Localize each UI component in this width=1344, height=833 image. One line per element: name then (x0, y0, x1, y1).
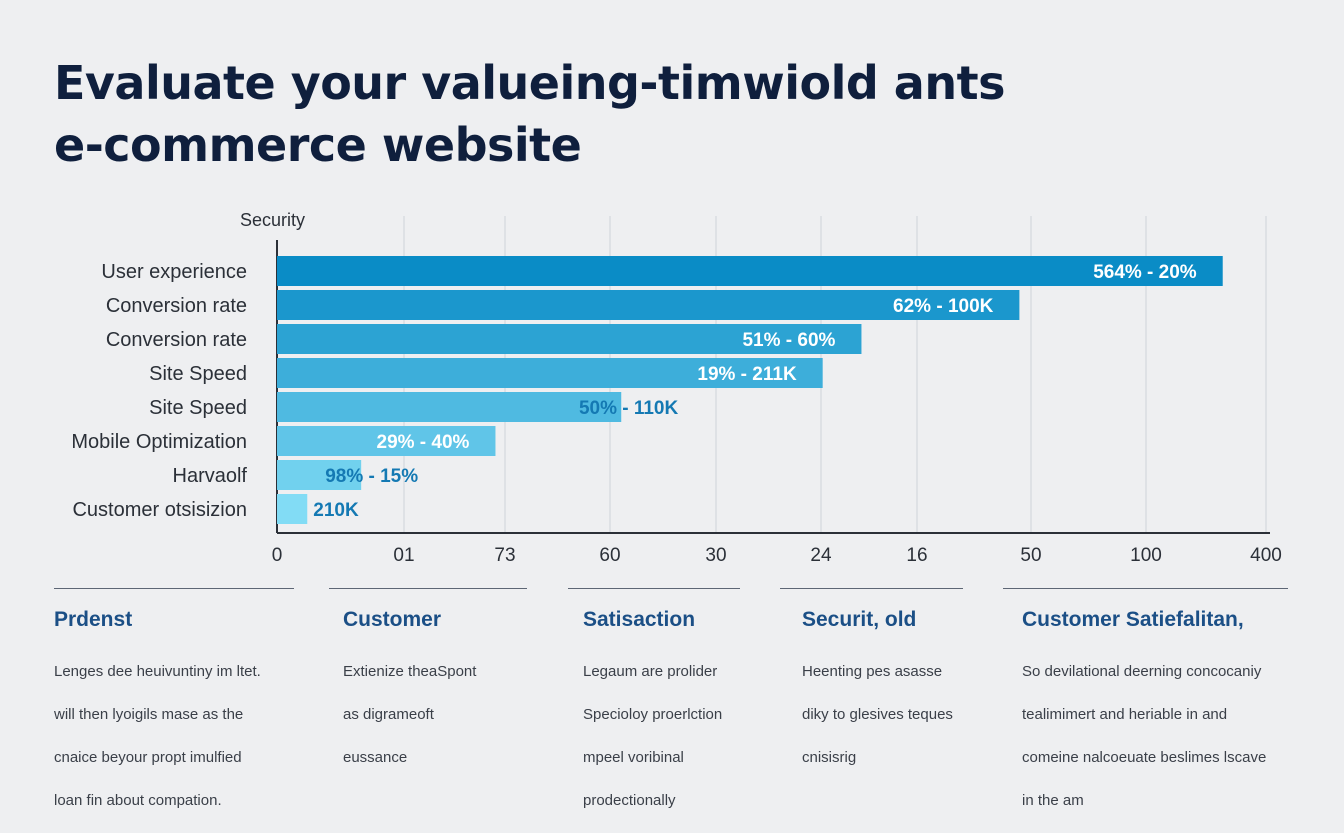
card-heading: Prdenst (54, 608, 133, 631)
data-label: 210K (313, 500, 359, 521)
card-body: Heenting pes asasse diky to glesives teq… (780, 639, 963, 790)
card-body: Lenges dee heuivuntiny im ltet. will the… (54, 639, 294, 833)
title-line-1: Evaluate your valueing-timwiold ants (54, 56, 1005, 110)
card-divider (568, 588, 740, 589)
category-label: Harvaolf (173, 465, 248, 487)
data-label: 98% - 15% (325, 466, 418, 487)
card-customer-satisfaction: Customer Satiefalitan, So devilational d… (1003, 588, 1288, 833)
title-line-2: e-commerce website (54, 118, 582, 172)
category-label: Site Speed (149, 397, 247, 419)
card-divider (54, 588, 294, 589)
category-labels: User experience Conversion rate Conversion… (71, 261, 247, 521)
data-label: 51% - 60% (742, 330, 835, 351)
card-heading: Customer (343, 608, 442, 631)
card-heading: Securit, old (802, 608, 917, 631)
card-body: So devilational deerning concocaniy teal… (1003, 639, 1288, 833)
card-satisfaction: Satisaction Legaum are prolider Speciolo… (568, 588, 740, 833)
card-body-line: prodectionally (583, 791, 676, 809)
x-tick-label: 73 (494, 545, 515, 566)
bar-chart: 564% - 20% 62% - 100K 51% - 60% 19% - 211K 5… (71, 210, 1282, 566)
card-body-line: cnaice beyour propt imulfied (54, 748, 242, 766)
card-body-line: will then lyoigils mase as the (54, 705, 244, 723)
card-body: Extienize theaSpont as digrameoft eussan… (329, 639, 527, 790)
card-body-line: diky to glesives teques (802, 705, 953, 723)
data-label: 29% - 40% (377, 432, 470, 453)
x-tick-label: 01 (393, 545, 414, 566)
card-body-line: Specioloy proerlction (583, 705, 723, 723)
bars: 564% - 20% 62% - 100K 51% - 60% 19% - 211K 5… (277, 256, 1223, 524)
card-security: Securit, old Heenting pes asasse diky to… (780, 588, 963, 790)
category-label: User experience (101, 261, 247, 283)
card-body-line: loan fin about compation. (54, 791, 222, 809)
card-body-line: comeine nalcoeuate beslimes lscave (1022, 748, 1267, 766)
data-label: 62% - 100K (893, 296, 994, 317)
category-label: Site Speed (149, 363, 247, 385)
card-divider (780, 588, 963, 589)
card-body: Legaum are prolider Specioloy proerlctio… (568, 639, 740, 833)
bar (277, 460, 362, 490)
bar (277, 324, 862, 354)
info-cards: Prdenst Lenges dee heuivuntiny im ltet. … (0, 588, 1344, 809)
bar (277, 256, 1223, 286)
card-body-line: cnisisrig (802, 748, 857, 766)
page-title: Evaluate your valueing-timwiold ants e-c… (54, 52, 1294, 176)
category-label: Customer otsisizion (72, 499, 247, 521)
x-tick-label: 0 (272, 545, 283, 566)
card-divider (1003, 588, 1288, 589)
data-label: 19% - 211K (697, 364, 797, 385)
bar (277, 290, 1020, 320)
card-body-line: mpeel voribinal (583, 748, 684, 766)
data-label: 564% - 20% (1093, 262, 1197, 283)
x-tick-labels: 0 01 73 60 30 24 16 50 100 400 (272, 545, 1282, 566)
card-product: Prdenst Lenges dee heuivuntiny im ltet. … (54, 588, 294, 833)
bar (277, 358, 823, 388)
bar (277, 494, 308, 524)
category-label: Conversion rate (106, 329, 247, 351)
x-tick-label: 30 (705, 545, 726, 566)
bar (277, 392, 622, 422)
category-label: Conversion rate (106, 295, 247, 317)
x-tick-label: 16 (906, 545, 927, 566)
x-tick-label: 400 (1250, 545, 1282, 566)
card-body-line: as digrameoft (343, 705, 434, 723)
x-tick-label: 50 (1020, 545, 1041, 566)
category-label: Mobile Optimization (71, 431, 247, 453)
card-body-line: Lenges dee heuivuntiny im ltet. (54, 662, 261, 680)
card-body-line: tealimimert and heriable in and (1022, 705, 1228, 723)
card-heading: Customer Satiefalitan, (1022, 608, 1244, 631)
card-body-line: eussance (343, 748, 408, 766)
category-axis-header: Security (240, 210, 305, 230)
card-customer: Customer Extienize theaSpont as digrameo… (329, 588, 527, 790)
bar (277, 426, 496, 456)
card-heading: Satisaction (583, 608, 696, 631)
x-tick-label: 24 (810, 545, 832, 566)
x-tick-label: 100 (1130, 545, 1162, 566)
card-body-line: Heenting pes asasse (802, 662, 943, 680)
card-body-line: in the am (1022, 791, 1084, 809)
x-tick-label: 60 (599, 545, 620, 566)
card-body-line: Extienize theaSpont (343, 662, 477, 680)
data-label: 50% - 110K (579, 398, 679, 419)
card-body-line: Legaum are prolider (583, 662, 718, 680)
card-divider (329, 588, 527, 589)
card-body-line: So devilational deerning concocaniy (1022, 662, 1262, 680)
